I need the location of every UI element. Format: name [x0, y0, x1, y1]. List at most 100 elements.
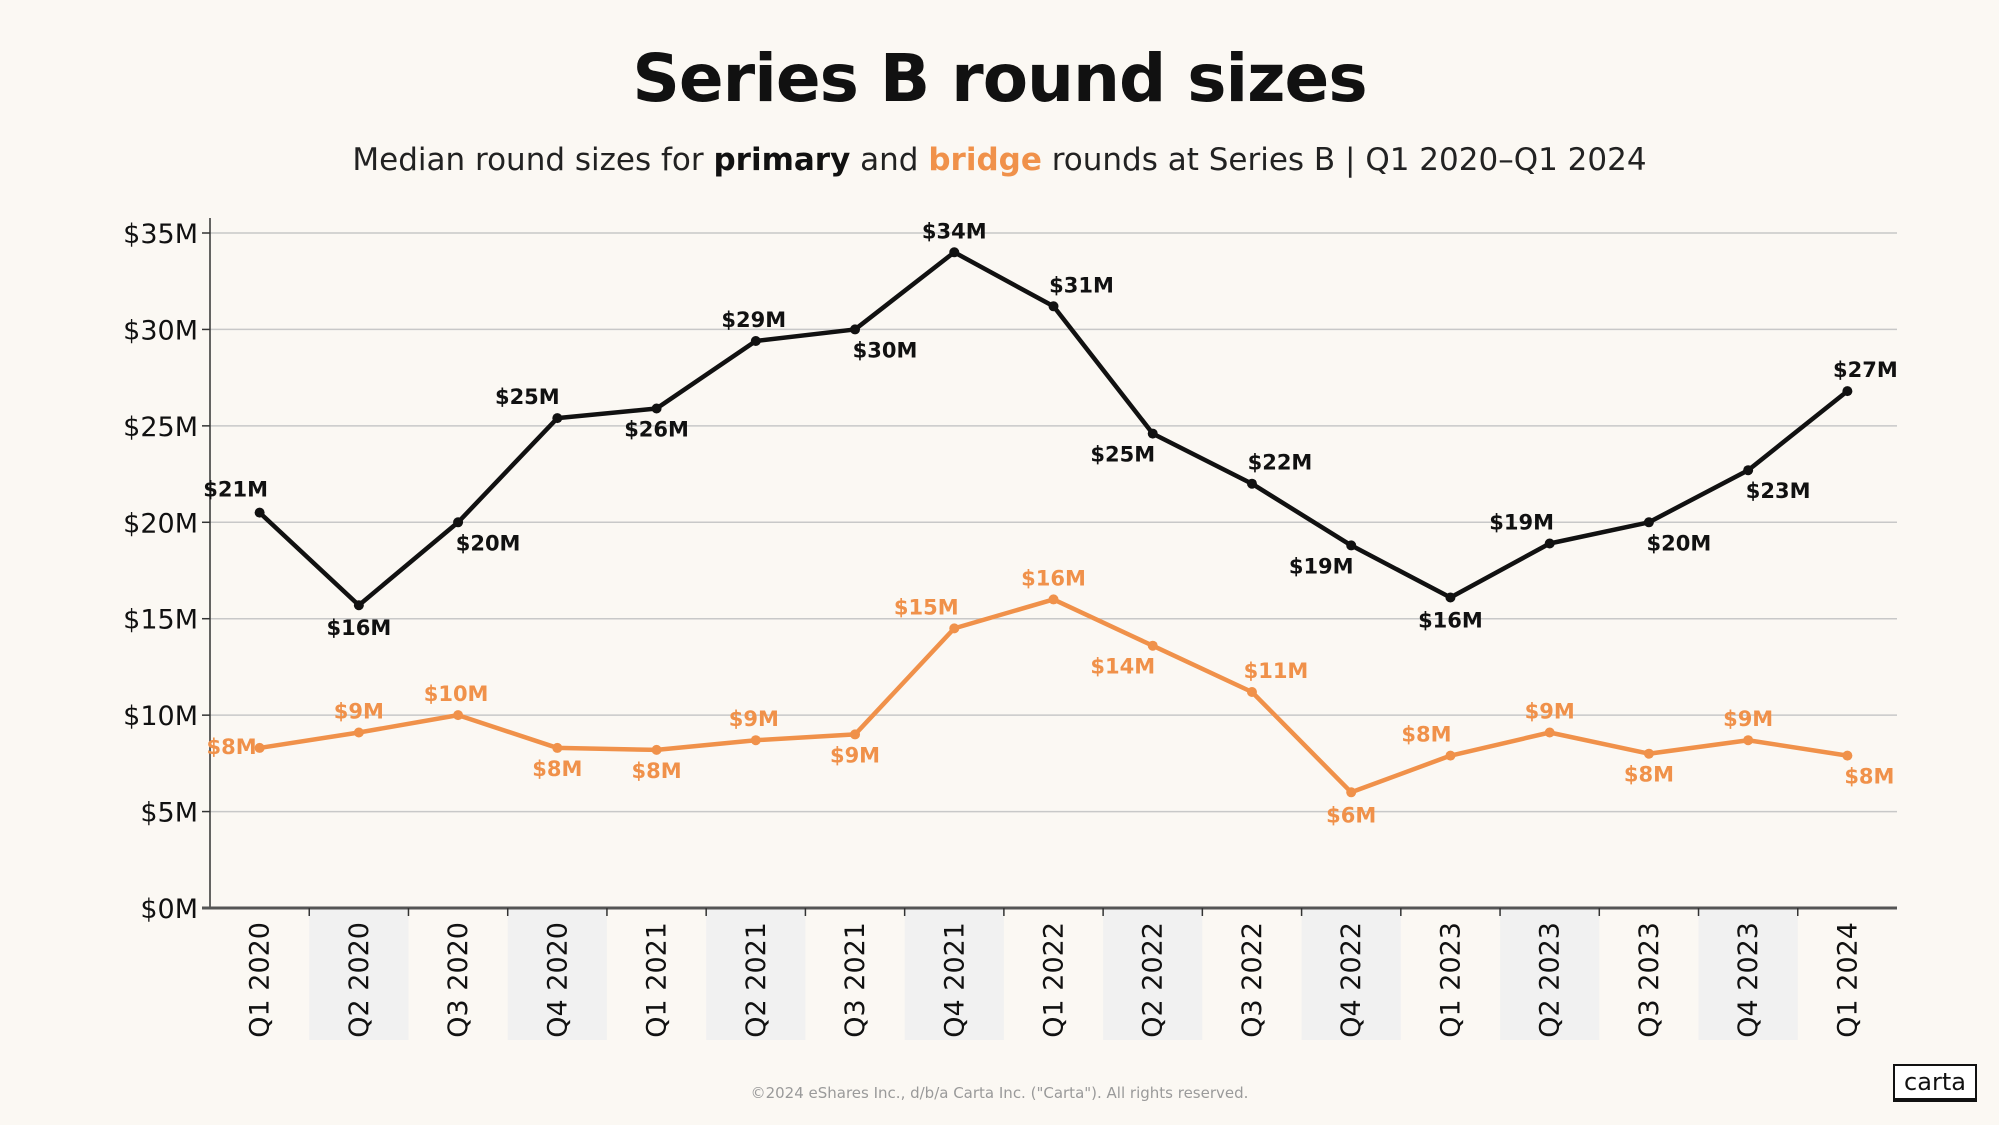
data-point-bridge [1842, 750, 1853, 761]
x-tick-label: Q1 2024 [1832, 922, 1863, 1038]
data-point-bridge [552, 742, 563, 753]
x-tick-label: Q4 2022 [1336, 922, 1367, 1038]
category-band [1500, 908, 1600, 1040]
data-point-bridge [1048, 594, 1059, 605]
x-tick-label: Q4 2020 [542, 922, 573, 1038]
data-point-primary [552, 413, 563, 424]
y-tick-label: $0M [140, 894, 198, 925]
x-tick-label: Q3 2023 [1634, 922, 1665, 1038]
data-label-primary: $31M [1049, 273, 1114, 297]
data-point-primary [1445, 592, 1456, 603]
data-label-primary: $27M [1833, 358, 1898, 382]
carta-logo: carta [1893, 1064, 1977, 1102]
copyright-footer: ©2024 eShares Inc., d/b/a Carta Inc. ("C… [750, 1084, 1249, 1102]
data-label-primary: $16M [326, 616, 391, 640]
category-band [904, 908, 1004, 1040]
chart-title: Series B round sizes [632, 40, 1367, 117]
data-point-bridge [353, 727, 364, 738]
data-point-bridge [1346, 787, 1357, 798]
data-label-bridge: $8M [1624, 763, 1674, 787]
subtitle-primary: primary [713, 142, 851, 178]
y-tick-label: $10M [123, 701, 198, 732]
subtitle-and: and [850, 142, 929, 178]
y-tick-label: $15M [123, 605, 198, 636]
data-label-bridge: $16M [1021, 566, 1086, 590]
data-label-primary: $20M [1647, 531, 1712, 555]
data-point-primary [1147, 428, 1158, 439]
x-tick-label: Q4 2021 [939, 922, 970, 1038]
data-point-bridge [1246, 687, 1257, 697]
data-point-primary [453, 517, 464, 528]
data-label-bridge: $10M [424, 682, 489, 706]
x-tick-label: Q4 2023 [1733, 922, 1764, 1038]
x-tick-label: Q1 2020 [245, 922, 276, 1038]
data-label-primary: $26M [624, 418, 689, 442]
data-point-primary [254, 507, 265, 518]
data-point-primary [750, 336, 761, 346]
data-label-primary: $22M [1248, 451, 1313, 475]
data-point-primary [353, 600, 364, 611]
data-label-bridge: $9M [1525, 700, 1575, 724]
x-tick-label: Q1 2021 [642, 922, 673, 1038]
data-point-bridge [453, 710, 464, 721]
data-label-bridge: $9M [1723, 707, 1773, 731]
data-label-bridge: $8M [1844, 765, 1894, 789]
data-point-primary [1246, 478, 1257, 489]
series-line-bridge [259, 597, 1848, 795]
category-band [309, 908, 409, 1040]
x-tick-label: Q2 2020 [344, 922, 375, 1038]
data-label-primary: $20M [456, 531, 521, 555]
data-point-bridge [949, 623, 960, 634]
data-label-bridge: $11M [1244, 659, 1309, 683]
y-tick-label: $35M [123, 219, 198, 250]
data-label-bridge: $9M [334, 700, 384, 724]
data-label-primary: $16M [1418, 609, 1483, 633]
x-tick-label: Q1 2022 [1039, 922, 1070, 1038]
category-band [706, 908, 806, 1040]
y-tick-label: $20M [123, 508, 198, 539]
data-label-primary: $25M [1090, 443, 1155, 467]
data-point-primary [1346, 540, 1357, 551]
data-label-primary: $19M [1289, 554, 1354, 578]
x-tick-label: Q3 2021 [840, 922, 871, 1038]
subtitle-bridge: bridge [928, 142, 1042, 178]
x-tick-label: Q2 2023 [1535, 922, 1566, 1038]
data-label-bridge: $14M [1090, 655, 1155, 679]
data-label-primary: $34M [922, 219, 987, 243]
data-label-bridge: $9M [729, 707, 779, 731]
data-point-bridge [1743, 735, 1754, 746]
data-point-primary [1048, 301, 1059, 312]
data-point-primary [1842, 386, 1853, 397]
data-label-primary: $25M [495, 385, 560, 409]
data-label-primary: $29M [721, 308, 786, 332]
data-point-bridge [1445, 750, 1456, 761]
x-tick-label: Q1 2023 [1435, 922, 1466, 1038]
data-label-primary: $23M [1746, 479, 1811, 503]
data-point-primary [1743, 465, 1754, 476]
data-point-primary [1643, 517, 1654, 528]
data-point-bridge [1544, 727, 1555, 738]
x-tick-label: Q2 2022 [1138, 922, 1169, 1038]
chart-subtitle: Median round sizes for primary and bridg… [0, 142, 1999, 178]
subtitle-prefix: Median round sizes for [352, 142, 714, 178]
data-point-bridge [1643, 748, 1654, 759]
y-tick-label: $5M [140, 798, 198, 829]
category-band [1103, 908, 1203, 1040]
data-point-bridge [1147, 640, 1158, 651]
category-band [507, 908, 607, 1040]
x-tick-label: Q3 2022 [1237, 922, 1268, 1038]
data-label-bridge: $6M [1326, 803, 1376, 827]
data-point-bridge [850, 729, 861, 740]
data-point-bridge [651, 744, 662, 755]
y-tick-label: $25M [123, 412, 198, 443]
data-point-primary [651, 403, 662, 414]
category-band [1301, 908, 1401, 1040]
subtitle-suffix: rounds at Series B | Q1 2020–Q1 2024 [1041, 142, 1647, 178]
y-tick-label: $30M [123, 315, 198, 346]
data-label-primary: $30M [853, 338, 918, 362]
data-label-bridge: $8M [631, 759, 681, 783]
data-label-bridge: $8M [532, 757, 582, 781]
data-label-bridge: $8M [1401, 723, 1451, 747]
x-tick-label: Q3 2020 [443, 922, 474, 1038]
